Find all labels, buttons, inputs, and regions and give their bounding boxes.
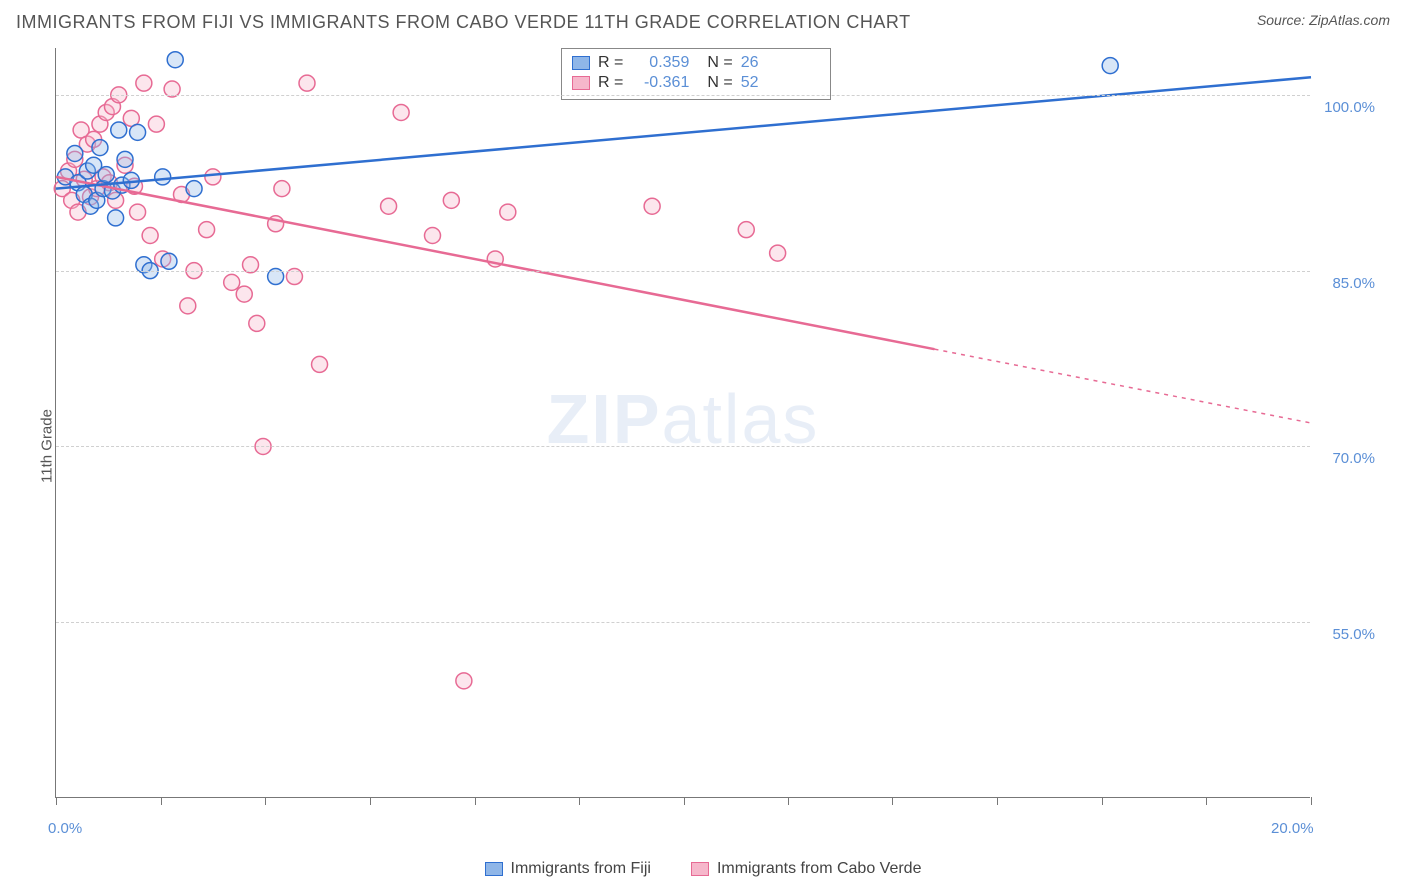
data-point <box>224 274 240 290</box>
trend-line-solid <box>56 177 935 349</box>
data-point <box>738 222 754 238</box>
x-tick <box>1311 797 1312 805</box>
x-tick <box>892 797 893 805</box>
series-swatch <box>572 76 590 90</box>
data-point <box>770 245 786 261</box>
data-point <box>456 673 472 689</box>
data-point <box>67 145 83 161</box>
data-point <box>111 122 127 138</box>
data-point <box>186 181 202 197</box>
data-point <box>130 124 146 140</box>
legend-swatch <box>691 862 709 876</box>
data-point <box>500 204 516 220</box>
x-tick <box>579 797 580 805</box>
data-point <box>644 198 660 214</box>
data-point <box>155 169 171 185</box>
data-point <box>161 253 177 269</box>
data-point <box>117 151 133 167</box>
x-tick <box>370 797 371 805</box>
x-tick <box>56 797 57 805</box>
data-point <box>381 198 397 214</box>
x-tick-label: 20.0% <box>1271 820 1314 837</box>
x-tick <box>1102 797 1103 805</box>
x-tick <box>997 797 998 805</box>
data-point <box>312 356 328 372</box>
stat-n-value: 52 <box>741 74 759 92</box>
series-swatch <box>572 56 590 70</box>
legend-swatch <box>485 862 503 876</box>
data-point <box>108 210 124 226</box>
stat-r-value: 0.359 <box>631 54 689 72</box>
x-tick <box>1206 797 1207 805</box>
x-tick <box>788 797 789 805</box>
stats-row: R = -0.361 N = 52 <box>572 73 820 93</box>
stats-row: R = 0.359 N = 26 <box>572 53 820 73</box>
trend-line-dashed <box>935 349 1312 423</box>
stat-r-label: R = <box>598 54 623 72</box>
stat-n-value: 26 <box>741 54 759 72</box>
data-point <box>148 116 164 132</box>
data-point <box>443 192 459 208</box>
legend-label: Immigrants from Fiji <box>511 860 651 878</box>
data-point <box>130 204 146 220</box>
legend-bottom: Immigrants from Fiji Immigrants from Cabo… <box>0 860 1406 878</box>
plot-area: ZIPatlas R =0.359N =26R =-0.361N =52 55.… <box>55 48 1310 798</box>
y-tick-label: 55.0% <box>1332 626 1375 643</box>
y-tick-label: 85.0% <box>1332 275 1375 292</box>
x-tick <box>161 797 162 805</box>
stat-n-label: N = <box>707 74 732 92</box>
stat-n-label: N = <box>707 54 732 72</box>
y-axis-label: 11th Grade <box>38 409 55 483</box>
data-point <box>249 315 265 331</box>
chart-title: IMMIGRANTS FROM FIJI VS IMMIGRANTS FROM … <box>16 12 911 33</box>
data-point <box>205 169 221 185</box>
gridline-horizontal <box>56 622 1310 623</box>
x-tick <box>684 797 685 805</box>
x-tick <box>475 797 476 805</box>
data-point <box>274 181 290 197</box>
data-point <box>136 75 152 91</box>
legend-label: Immigrants from Cabo Verde <box>717 860 922 878</box>
gridline-horizontal <box>56 95 1310 96</box>
data-point <box>98 167 114 183</box>
data-point <box>393 104 409 120</box>
data-point <box>92 140 108 156</box>
data-point <box>425 228 441 244</box>
chart-svg <box>56 48 1310 797</box>
x-tick-label: 0.0% <box>48 820 82 837</box>
gridline-horizontal <box>56 271 1310 272</box>
y-tick-label: 70.0% <box>1332 450 1375 467</box>
legend-item: Immigrants from Fiji <box>485 860 651 878</box>
x-tick <box>265 797 266 805</box>
data-point <box>167 52 183 68</box>
gridline-horizontal <box>56 446 1310 447</box>
data-point <box>142 228 158 244</box>
source-attribution: Source: ZipAtlas.com <box>1257 12 1390 28</box>
data-point <box>299 75 315 91</box>
data-point <box>1102 58 1118 74</box>
data-point <box>199 222 215 238</box>
legend-item: Immigrants from Cabo Verde <box>691 860 922 878</box>
stat-r-label: R = <box>598 74 623 92</box>
y-tick-label: 100.0% <box>1324 99 1375 116</box>
stats-legend-box: R = 0.359 N = 26 R = -0.361 N = 52 <box>561 48 831 100</box>
data-point <box>236 286 252 302</box>
stat-r-value: -0.361 <box>631 74 689 92</box>
data-point <box>180 298 196 314</box>
